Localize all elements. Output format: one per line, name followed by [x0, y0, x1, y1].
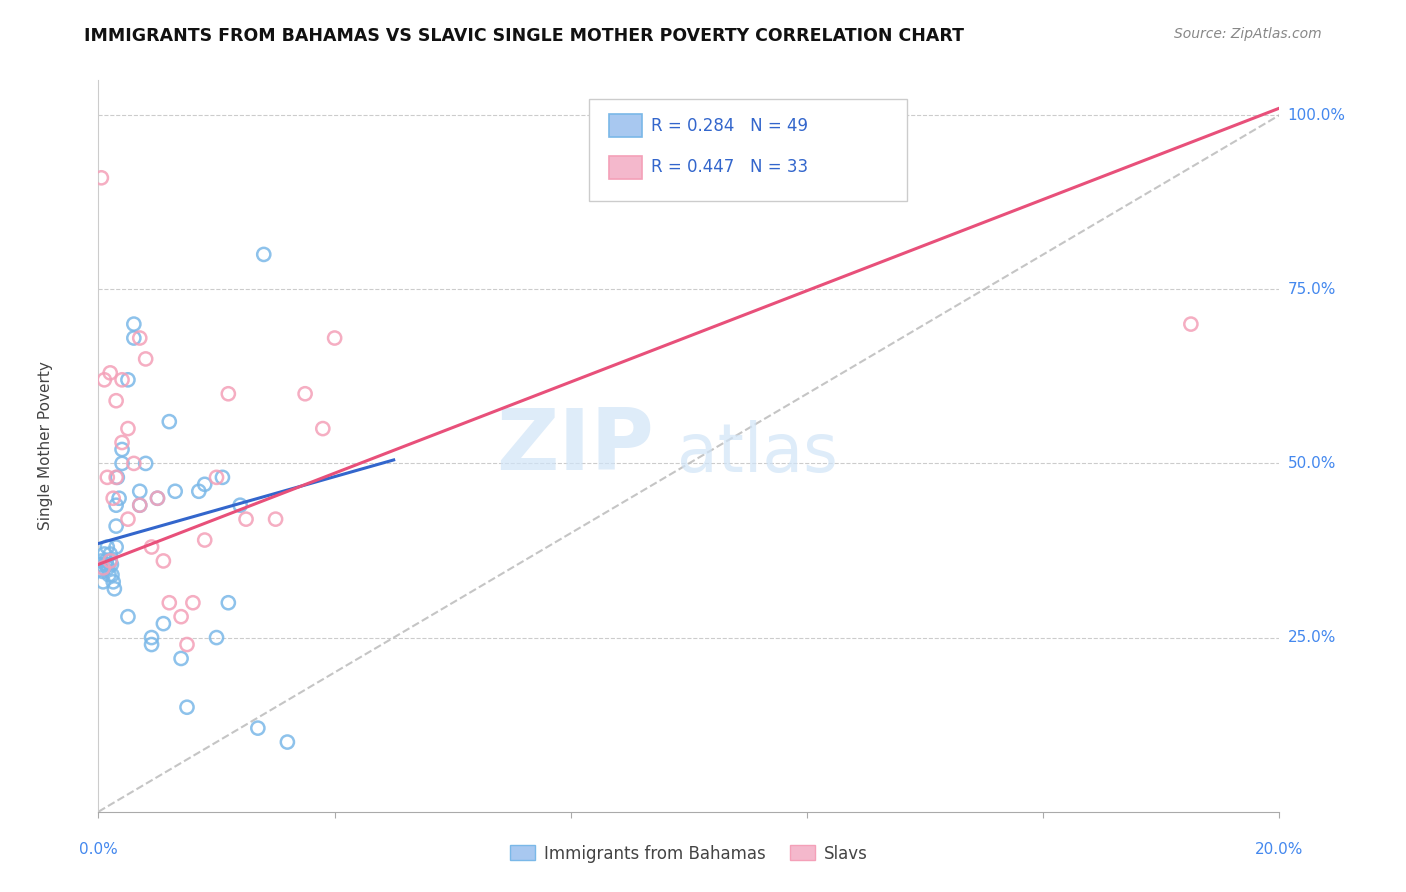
Point	[170, 609, 193, 624]
Legend: Immigrants from Bahamas, Slavs: Immigrants from Bahamas, Slavs	[503, 838, 875, 869]
Point	[97, 561, 120, 575]
Point	[117, 609, 139, 624]
Point	[146, 491, 169, 506]
Point	[294, 386, 316, 401]
Point	[108, 491, 131, 506]
Point	[157, 415, 180, 429]
Point	[187, 484, 209, 499]
Point	[117, 421, 139, 435]
Text: 50.0%: 50.0%	[1288, 456, 1336, 471]
Point	[94, 558, 117, 572]
Point	[141, 540, 163, 554]
Point	[135, 351, 157, 366]
Point	[103, 491, 125, 506]
Point	[229, 498, 252, 512]
Point	[176, 700, 198, 714]
Point	[111, 435, 134, 450]
Point	[181, 596, 204, 610]
FancyBboxPatch shape	[589, 99, 907, 201]
Point	[312, 421, 335, 435]
Text: R = 0.284   N = 49: R = 0.284 N = 49	[651, 117, 808, 135]
Point	[111, 457, 134, 471]
Text: 20.0%: 20.0%	[1256, 842, 1303, 857]
Point	[152, 554, 174, 568]
Point	[105, 470, 128, 484]
Point	[176, 638, 198, 652]
Point	[100, 558, 122, 572]
Point	[93, 561, 115, 575]
Point	[111, 442, 134, 457]
Point	[98, 567, 121, 582]
Point	[103, 582, 125, 596]
Point	[128, 498, 150, 512]
Point	[246, 721, 269, 735]
Text: atlas: atlas	[678, 420, 838, 486]
Point	[128, 498, 150, 512]
Point	[101, 567, 124, 582]
Point	[128, 331, 150, 345]
Point	[93, 373, 115, 387]
Point	[217, 386, 239, 401]
Point	[135, 457, 157, 471]
Point	[117, 512, 139, 526]
Point	[90, 554, 112, 568]
Point	[205, 631, 228, 645]
Point	[253, 247, 276, 261]
Point	[323, 331, 346, 345]
Point	[122, 331, 145, 345]
Point	[276, 735, 298, 749]
Point	[264, 512, 287, 526]
Point	[170, 651, 193, 665]
Point	[117, 373, 139, 387]
Text: ZIP: ZIP	[496, 404, 654, 488]
Point	[98, 554, 121, 568]
Text: Single Mother Poverty: Single Mother Poverty	[38, 361, 53, 531]
Point	[105, 540, 128, 554]
Point	[217, 596, 239, 610]
Point	[103, 574, 125, 589]
Point	[205, 470, 228, 484]
Text: IMMIGRANTS FROM BAHAMAS VS SLAVIC SINGLE MOTHER POVERTY CORRELATION CHART: IMMIGRANTS FROM BAHAMAS VS SLAVIC SINGLE…	[84, 27, 965, 45]
Point	[96, 540, 118, 554]
Point	[105, 470, 128, 484]
Point	[105, 519, 128, 533]
Point	[194, 477, 217, 491]
Text: 75.0%: 75.0%	[1288, 282, 1336, 297]
Point	[96, 470, 118, 484]
Point	[98, 554, 121, 568]
Point	[96, 558, 118, 572]
Point	[141, 638, 163, 652]
Point	[141, 631, 163, 645]
Text: 100.0%: 100.0%	[1288, 108, 1346, 122]
Point	[157, 596, 180, 610]
Point	[235, 512, 257, 526]
Point	[122, 317, 145, 331]
Point	[146, 491, 169, 506]
Text: 25.0%: 25.0%	[1288, 630, 1336, 645]
Point	[165, 484, 187, 499]
FancyBboxPatch shape	[609, 155, 641, 179]
Point	[93, 547, 115, 561]
Point	[91, 574, 114, 589]
Text: Source: ZipAtlas.com: Source: ZipAtlas.com	[1174, 27, 1322, 41]
Point	[90, 170, 112, 185]
Point	[211, 470, 233, 484]
Point	[152, 616, 174, 631]
Point	[98, 366, 121, 380]
Point	[105, 393, 128, 408]
Point	[98, 547, 121, 561]
Point	[89, 558, 111, 572]
Point	[128, 484, 150, 499]
Point	[1180, 317, 1202, 331]
Text: R = 0.447   N = 33: R = 0.447 N = 33	[651, 158, 808, 177]
Point	[105, 498, 128, 512]
Point	[122, 457, 145, 471]
Point	[91, 565, 114, 579]
Text: 0.0%: 0.0%	[79, 842, 118, 857]
Point	[111, 373, 134, 387]
FancyBboxPatch shape	[609, 114, 641, 137]
Point	[194, 533, 217, 547]
Point	[94, 554, 117, 568]
Point	[91, 561, 114, 575]
